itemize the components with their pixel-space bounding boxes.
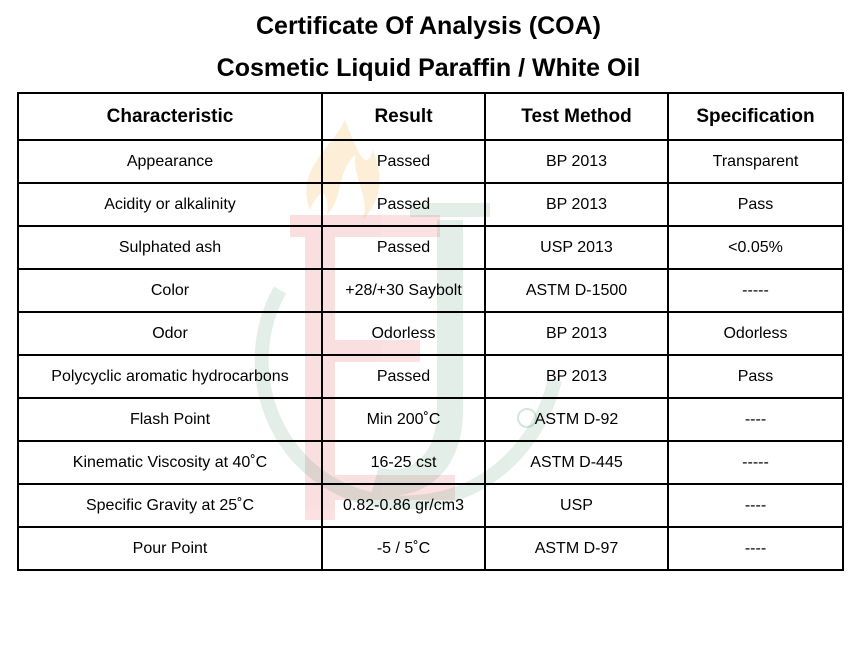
result-cell: Passed — [321, 354, 486, 399]
specification-cell: Pass — [667, 354, 844, 399]
specification-cell: ----- — [667, 440, 844, 485]
result-cell: +28/+30 Saybolt — [321, 268, 486, 313]
characteristic-cell: Pour Point — [17, 526, 323, 571]
table-row: Odor Odorless BP 2013 Odorless — [17, 311, 844, 356]
specification-cell: Pass — [667, 182, 844, 227]
test-method-cell: ASTM D-97 — [484, 526, 669, 571]
characteristic-cell: Polycyclic aromatic hydrocarbons — [17, 354, 323, 399]
table-row: Flash Point Min 200˚C ASTM D-92 ---- — [17, 397, 844, 442]
table-row: Specific Gravity at 25˚C 0.82-0.86 gr/cm… — [17, 483, 844, 528]
result-cell: 0.82-0.86 gr/cm3 — [321, 483, 486, 528]
characteristic-cell: Appearance — [17, 139, 323, 184]
test-method-cell: ASTM D-1500 — [484, 268, 669, 313]
specification-cell: ---- — [667, 526, 844, 571]
specification-cell: ---- — [667, 397, 844, 442]
column-header-characteristic: Characteristic — [17, 92, 323, 141]
result-cell: Min 200˚C — [321, 397, 486, 442]
characteristic-cell: Kinematic Viscosity at 40˚C — [17, 440, 323, 485]
table-row: Appearance Passed BP 2013 Transparent — [17, 139, 844, 184]
result-cell: Passed — [321, 182, 486, 227]
result-cell: Passed — [321, 225, 486, 270]
coa-table: Characteristic Result Test Method Specif… — [17, 92, 844, 571]
table-row: Acidity or alkalinity Passed BP 2013 Pas… — [17, 182, 844, 227]
table-row: Kinematic Viscosity at 40˚C 16-25 cst AS… — [17, 440, 844, 485]
specification-cell: Transparent — [667, 139, 844, 184]
test-method-cell: USP 2013 — [484, 225, 669, 270]
specification-cell: ----- — [667, 268, 844, 313]
test-method-cell: BP 2013 — [484, 311, 669, 356]
table-header-row: Characteristic Result Test Method Specif… — [17, 92, 844, 141]
characteristic-cell: Specific Gravity at 25˚C — [17, 483, 323, 528]
table-row: Color +28/+30 Saybolt ASTM D-1500 ----- — [17, 268, 844, 313]
table-row: Polycyclic aromatic hydrocarbons Passed … — [17, 354, 844, 399]
specification-cell: ---- — [667, 483, 844, 528]
column-header-specification: Specification — [667, 92, 844, 141]
column-header-test-method: Test Method — [484, 92, 669, 141]
document-title: Certificate Of Analysis (COA) — [256, 12, 601, 40]
characteristic-cell: Color — [17, 268, 323, 313]
result-cell: 16-25 cst — [321, 440, 486, 485]
table-row: Sulphated ash Passed USP 2013 <0.05% — [17, 225, 844, 270]
product-subtitle: Cosmetic Liquid Paraffin / White Oil — [216, 54, 641, 82]
test-method-cell: ASTM D-445 — [484, 440, 669, 485]
test-method-cell: USP — [484, 483, 669, 528]
result-cell: -5 / 5˚C — [321, 526, 486, 571]
result-cell: Odorless — [321, 311, 486, 356]
test-method-cell: BP 2013 — [484, 354, 669, 399]
specification-cell: <0.05% — [667, 225, 844, 270]
result-cell: Passed — [321, 139, 486, 184]
characteristic-cell: Sulphated ash — [17, 225, 323, 270]
characteristic-cell: Odor — [17, 311, 323, 356]
characteristic-cell: Flash Point — [17, 397, 323, 442]
column-header-result: Result — [321, 92, 486, 141]
test-method-cell: ASTM D-92 — [484, 397, 669, 442]
test-method-cell: BP 2013 — [484, 182, 669, 227]
characteristic-cell: Acidity or alkalinity — [17, 182, 323, 227]
test-method-cell: BP 2013 — [484, 139, 669, 184]
table-row: Pour Point -5 / 5˚C ASTM D-97 ---- — [17, 526, 844, 571]
specification-cell: Odorless — [667, 311, 844, 356]
